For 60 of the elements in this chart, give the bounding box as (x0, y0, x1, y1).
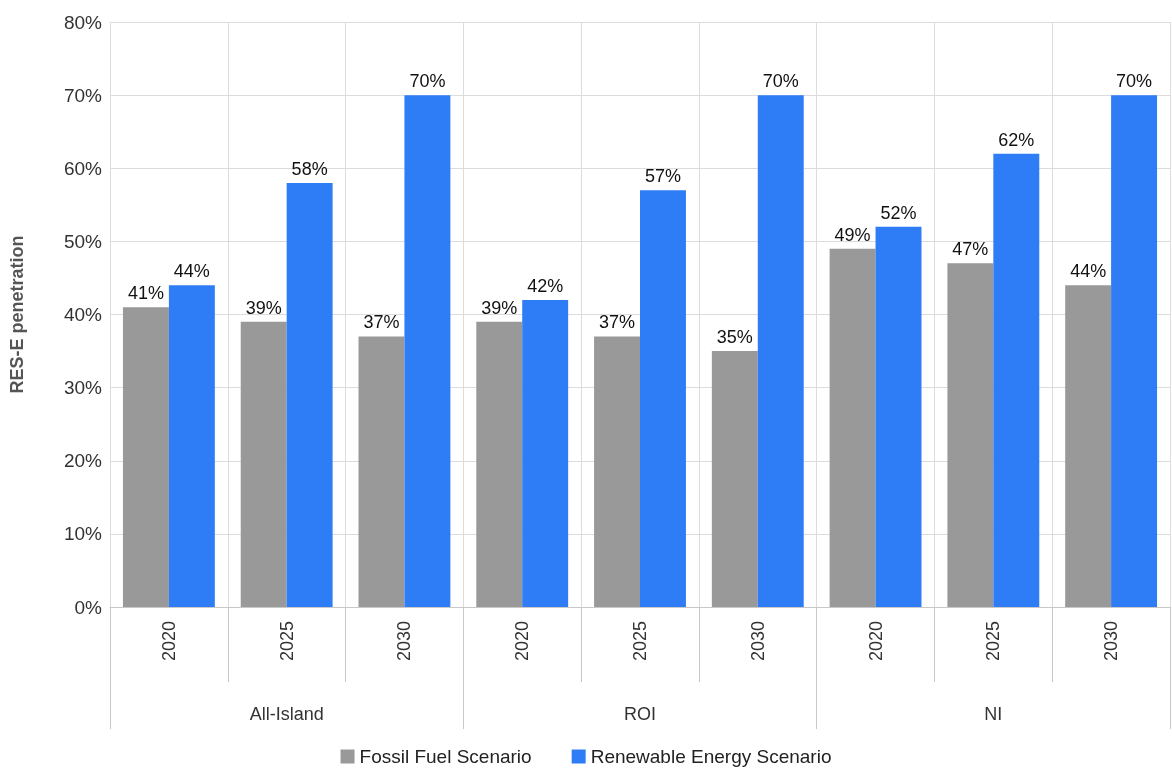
y-tick-label: 50% (63, 230, 103, 252)
text: All-Island (249, 704, 324, 724)
x-tick-label: 2025 (983, 621, 1004, 662)
bar (122, 307, 169, 607)
x-tick-label: 2025 (630, 621, 650, 662)
y-tick-label: 60% (63, 157, 103, 179)
data-label: 70% (409, 71, 446, 92)
data-label: 47% (952, 239, 989, 260)
bar (594, 336, 640, 607)
bar (522, 299, 569, 607)
data-label: 52% (880, 202, 917, 223)
x-tick-label: 2020 (512, 621, 533, 662)
bar (711, 351, 758, 607)
y-tick-label: 10% (63, 523, 103, 545)
bar (829, 248, 876, 607)
bar (286, 182, 333, 607)
x-tick-label: 2030 (394, 621, 415, 662)
data-label: 37% (599, 312, 636, 333)
bar (476, 321, 523, 607)
x-tick-label: 2030 (1101, 621, 1122, 662)
data-label: 44% (173, 261, 210, 282)
x-tick-label: 2025 (276, 621, 297, 662)
bar (358, 336, 405, 607)
bar (947, 263, 994, 607)
y-tick-label: 20% (63, 450, 103, 472)
data-label: 39% (245, 297, 282, 318)
data-label: 35% (716, 327, 753, 348)
bar (757, 95, 804, 607)
bar (640, 190, 686, 607)
y-tick-label: 80% (63, 11, 103, 33)
data-label: 37% (363, 312, 400, 333)
bar (1065, 285, 1112, 607)
data-label: 57% (644, 166, 681, 187)
data-label: 49% (834, 224, 871, 245)
y-tick-label: 70% (63, 84, 103, 106)
bar (993, 153, 1040, 607)
bar (1111, 95, 1158, 607)
y-tick-label: 0% (74, 596, 103, 618)
y-tick-label: 30% (63, 377, 103, 399)
data-label: 42% (527, 275, 564, 296)
data-label: 44% (1070, 261, 1107, 282)
bar (240, 321, 287, 607)
bar (404, 95, 451, 607)
legend-label: Fossil Fuel Scenario (359, 746, 532, 767)
y-axis-title: RES-E penetration (7, 235, 27, 394)
data-label: 58% (291, 158, 328, 179)
y-tick-label: 40% (63, 304, 103, 325)
data-label: 62% (998, 129, 1035, 150)
data-label: 41% (127, 283, 164, 304)
text: NI (984, 704, 1003, 724)
bar (168, 285, 215, 607)
legend-label: Renewable Energy Scenario (590, 746, 832, 767)
x-tick-label: 2020 (158, 621, 179, 662)
data-label: 70% (762, 71, 799, 92)
data-label: 70% (1116, 71, 1153, 92)
x-tick-label: 2030 (747, 621, 768, 662)
data-label: 39% (481, 297, 518, 318)
bar (875, 226, 922, 607)
x-tick-label: 2020 (865, 621, 886, 662)
text: ROI (623, 704, 657, 724)
